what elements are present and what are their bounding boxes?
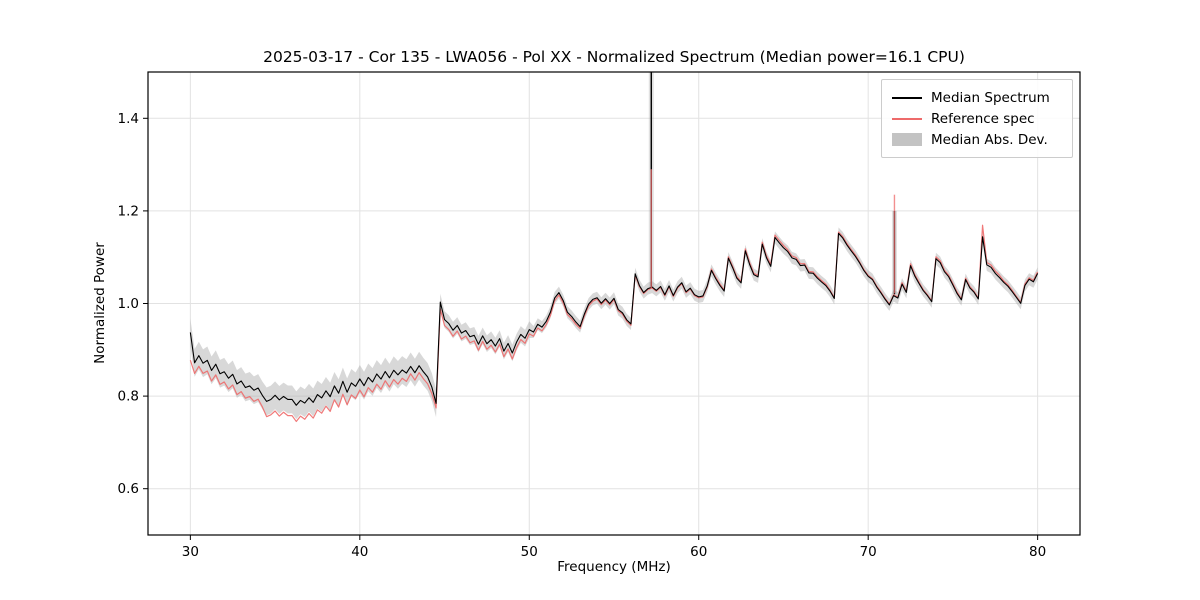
y-ticks [143,117,148,490]
y-tick-labels: 0.6 0.8 1.0 1.2 1.4 [118,111,139,497]
x-tick-label: 50 [521,544,538,560]
x-tick-label: 30 [182,544,199,560]
median-spectrum-line [189,232,1039,406]
y-tick-label: 0.6 [118,481,139,497]
median-abs-dev-patch-sample [892,133,922,146]
x-tick-label: 70 [860,544,877,560]
legend-item-reference-spec: Reference spec [892,108,1062,129]
median-spectrum-line-sample [892,96,922,99]
plot-data [189,72,1039,423]
y-axis-label: Normalized Power [92,242,108,364]
x-ticks [189,535,1039,540]
chart-title: 2025-03-17 - Cor 135 - LWA056 - Pol XX -… [263,48,965,66]
y-tick-label: 1.2 [118,203,139,219]
legend-label-reference-spec: Reference spec [931,110,1035,127]
legend: Median Spectrum Reference spec Median Ab… [881,79,1073,158]
x-tick-label: 80 [1029,544,1046,560]
legend-label-median-abs-dev: Median Abs. Dev. [931,131,1048,148]
x-tick-label: 40 [351,544,368,560]
legend-item-median-abs-dev: Median Abs. Dev. [892,129,1062,150]
legend-item-median-spectrum: Median Spectrum [892,87,1062,108]
x-tick-label: 60 [690,544,707,560]
mad-band [190,227,1038,420]
y-tick-label: 0.8 [118,389,139,405]
x-axis-label: Frequency (MHz) [557,559,671,575]
y-tick-label: 1.0 [118,296,139,312]
legend-label-median-spectrum: Median Spectrum [931,89,1050,106]
x-tick-labels: 30 40 50 60 70 80 [182,544,1046,560]
reference-spec-line-sample [892,117,922,120]
y-tick-label: 1.4 [118,111,139,127]
